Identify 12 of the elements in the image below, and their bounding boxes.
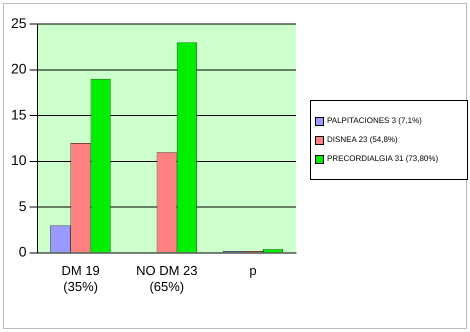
x-tick-label: DM 19 (35%) — [61, 263, 100, 294]
x-tick-label: NO DM 23 (65%) — [136, 263, 198, 294]
legend-label: DISNEA 23 (54,8%) — [327, 135, 398, 144]
y-tick-label: 10 — [10, 152, 27, 168]
y-tick-label: 5 — [18, 198, 27, 214]
legend-label: PRECORDIALGIA 31 (73,80%) — [327, 154, 438, 163]
legend-label: PALPITACIONES 3 (7,1%) — [327, 116, 422, 125]
y-tick-label: 0 — [18, 244, 27, 260]
y-tick-label: 15 — [10, 106, 27, 122]
y-tick-label: 20 — [10, 60, 27, 77]
y-tick-label: 25 — [10, 14, 27, 31]
x-tick-label: p — [249, 263, 257, 278]
